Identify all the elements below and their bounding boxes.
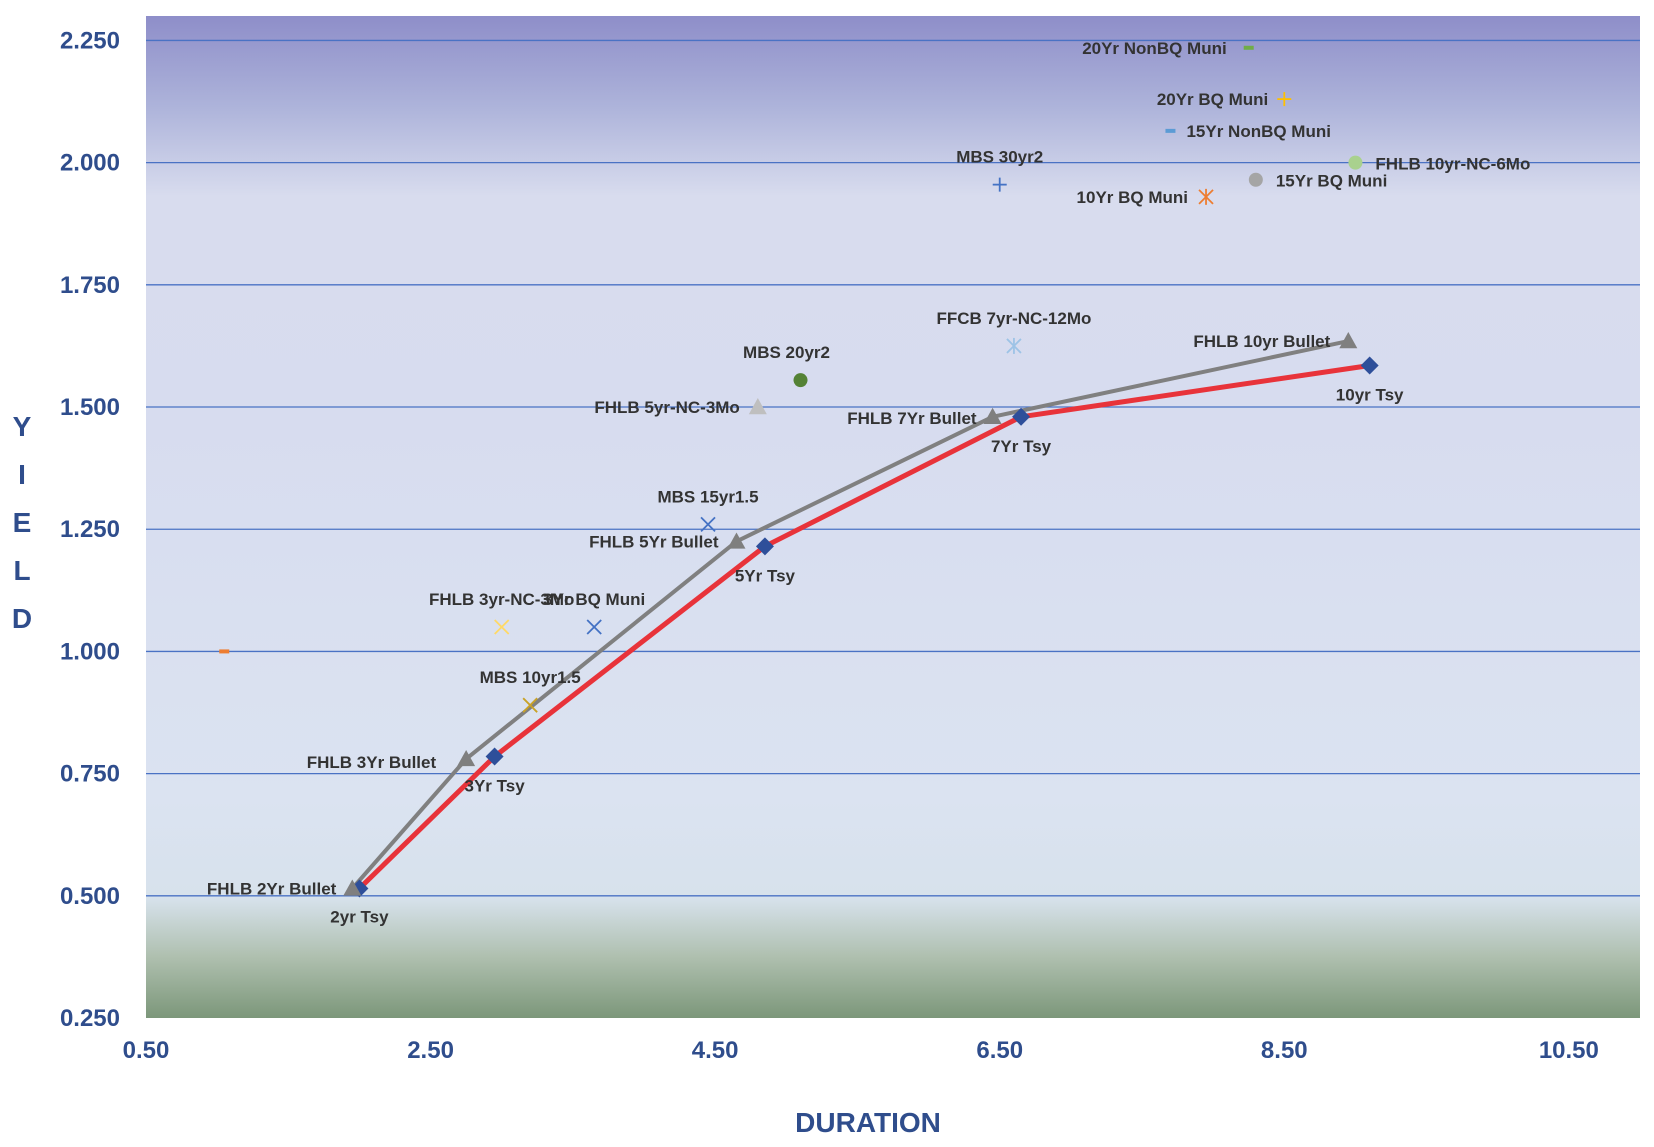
- scatter-point-marker-stroke: [586, 619, 602, 635]
- scatter-point-marker: [793, 373, 808, 388]
- point-label: 20Yr NonBQ Muni: [1082, 39, 1227, 58]
- point-label: 15Yr BQ Muni: [1276, 172, 1387, 191]
- data-point-marker: [755, 537, 774, 556]
- data-point-marker: [983, 407, 1002, 424]
- point-label: FHLB 10yr-NC-6Mo: [1375, 155, 1530, 174]
- scatter-point-marker: [700, 516, 716, 532]
- y-axis-title-letter: I: [18, 459, 26, 490]
- data-point-marker: [343, 879, 362, 896]
- gridlines: [146, 39, 1640, 897]
- data-point-marker: [1339, 332, 1358, 349]
- x-tick-label: 0.50: [123, 1037, 170, 1064]
- y-tick-label: 0.500: [60, 883, 120, 910]
- y-tick-label: 1.250: [60, 516, 120, 543]
- scatter-point-marker: [1248, 172, 1263, 187]
- point-label: FHLB 7Yr Bullet: [847, 409, 977, 428]
- point-labels: 2yr Tsy 3Yr Tsy 5Yr Tsy 7Yr Tsy 10yr Tsy FHLB…: [207, 39, 1530, 927]
- y-axis-title-letter: D: [12, 603, 32, 634]
- point-label: MBS 15yr1.5: [657, 487, 758, 506]
- point-label: MBS 30yr2: [956, 148, 1043, 167]
- x-tick-label: 2.50: [407, 1037, 454, 1064]
- x-tick-label: 10.50: [1539, 1037, 1599, 1064]
- scatter-point-marker-stroke: [522, 697, 538, 713]
- data-point-marker: [727, 532, 746, 549]
- point-label: MBS 10yr1.5: [480, 668, 581, 687]
- scatter-point-marker: [992, 177, 1007, 192]
- data-point-marker: [457, 749, 476, 767]
- point-label: FHLB 5yr-NC-3Mo: [594, 398, 739, 417]
- point-label: 2yr Tsy: [330, 907, 389, 926]
- y-axis-title-letter: E: [13, 507, 32, 538]
- point-label: 15Yr NonBQ Muni: [1186, 122, 1331, 141]
- point-label: 3Yr Tsy: [465, 777, 526, 796]
- point-label: 10Yr BQ Muni: [1077, 188, 1188, 207]
- y-tick-label: 1.500: [60, 394, 120, 421]
- scatter-point-marker: [586, 619, 602, 635]
- point-label: FHLB 3Yr Bullet: [307, 753, 437, 772]
- scatter-point-marker: [522, 697, 538, 713]
- scatter-point-marker: [748, 398, 767, 415]
- point-label: FHLB 3yr-NC-3Mo: [429, 590, 574, 609]
- point-label: 7Yr Tsy: [991, 437, 1052, 456]
- x-axis-title: DURATION: [795, 1107, 941, 1138]
- x-tick-label: 8.50: [1261, 1037, 1308, 1064]
- x-tick-label: 4.50: [692, 1037, 739, 1064]
- point-label: 5Yr Tsy: [735, 566, 796, 585]
- y-axis-title-letter: Y: [13, 411, 32, 442]
- scatter-point-marker: [1198, 188, 1214, 205]
- y-tick-label: 2.250: [60, 27, 120, 54]
- point-label: FHLB 2Yr Bullet: [207, 879, 337, 898]
- scatter-point-marker: [1348, 155, 1363, 170]
- x-tick-label: 6.50: [976, 1037, 1023, 1064]
- y-tick-label: 1.000: [60, 638, 120, 665]
- y-tick-label: 0.250: [60, 1005, 120, 1032]
- point-label: FHLB 10yr Bullet: [1193, 332, 1330, 351]
- scatter-point-marker-stroke: [700, 516, 716, 532]
- scatter-point-marker: [219, 649, 230, 654]
- point-label: MBS 20yr2: [743, 343, 830, 362]
- point-label: FHLB 5Yr Bullet: [589, 532, 719, 551]
- scatter-point-marker: [1243, 45, 1254, 50]
- point-label: FFCB 7yr-NC-12Mo: [936, 309, 1091, 328]
- y-tick-label: 1.750: [60, 272, 120, 299]
- data-point-marker: [1360, 356, 1379, 375]
- data-point-marker: [1012, 407, 1031, 426]
- markers: [219, 45, 1379, 898]
- scatter-point-marker: [1006, 337, 1022, 354]
- scatter-point-marker-stroke: [494, 619, 510, 635]
- scatter-point-marker: [1165, 128, 1176, 133]
- point-label: 20Yr BQ Muni: [1157, 90, 1268, 109]
- scatter-point-marker: [1277, 92, 1292, 107]
- data-point-marker: [485, 747, 504, 766]
- y-axis-title-letter: L: [13, 555, 30, 586]
- point-label: 3Yr BQ Muni: [543, 590, 645, 609]
- y-tick-label: 0.750: [60, 761, 120, 788]
- y-tick-label: 2.000: [60, 150, 120, 177]
- scatter-point-marker: [494, 619, 510, 635]
- point-label: 10yr Tsy: [1336, 385, 1404, 404]
- axes: 0.250 0.500 0.750 1.000 1.250 1.500 1.750 2.000…: [60, 27, 1599, 1064]
